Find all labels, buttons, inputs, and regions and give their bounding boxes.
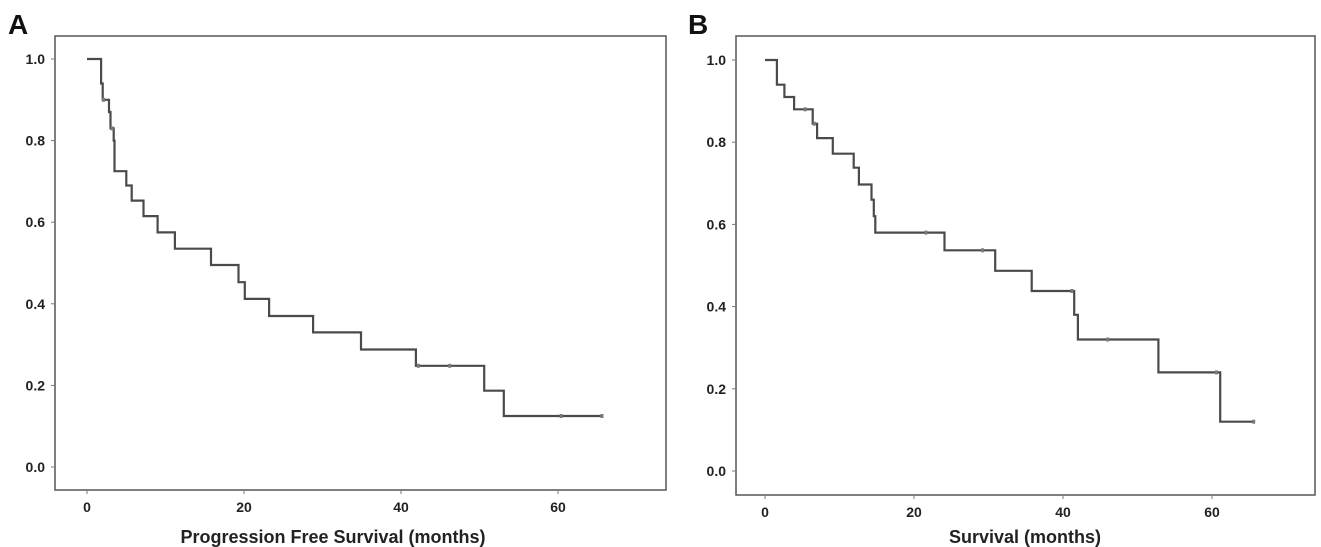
panel-b-survival-curve: [765, 58, 1256, 424]
panel-a-censor-mark: [600, 414, 604, 418]
panel-a-y-tick-label: 0.4: [26, 296, 46, 312]
panel-b-censor-mark: [1215, 370, 1218, 375]
panel-a-km-step-line: [87, 57, 604, 418]
panel-b-censor-mark: [1252, 419, 1256, 424]
panel-a-y-tick-label: 0.2: [26, 377, 46, 393]
panel-b-label: B: [688, 9, 708, 40]
panel-a-x-tick-label: 20: [236, 499, 252, 515]
panel-a-y-tick-label: 0.6: [26, 214, 46, 230]
panel-b-y-tick-label: 0.0: [707, 463, 727, 479]
panel-a-x-tick-label: 0: [83, 499, 91, 515]
panel-a-censor-mark: [448, 363, 452, 368]
panel-b-y-tick-label: 0.2: [707, 381, 727, 397]
panel-a-x-tick-label: 60: [550, 499, 566, 515]
panel-a-plot-frame: [54, 35, 667, 491]
panel-b-censor-mark: [924, 230, 928, 235]
panel-b-x-tick-label: 0: [761, 504, 769, 520]
panel-a-label: A: [8, 9, 28, 40]
panel-b-x-tick-label: 60: [1204, 504, 1220, 520]
panel-a-y-tick-label: 0.8: [26, 133, 46, 149]
panel-a-ticks: 0.0 0.2 0.4 0.6 0.8 1.0 0 20 40 60: [26, 51, 566, 515]
panel-b-censor-mark: [812, 121, 816, 126]
panel-a-x-axis-title: Progression Free Survival (months): [180, 527, 485, 547]
panel-a-y-tick-label: 0.0: [26, 459, 46, 475]
panel-b-y-tick-label: 0.4: [707, 299, 727, 315]
panel-b-y-tick-label: 0.6: [707, 216, 727, 232]
panel-b-ticks: 0.0 0.2 0.4 0.6 0.8 1.0 0 20 40 60: [707, 52, 1220, 520]
panel-a-censor-mark: [110, 126, 114, 131]
panel-b-x-axis-title: Survival (months): [949, 527, 1101, 547]
panel-b-censor-mark: [1106, 337, 1110, 342]
panel-a-y-tick-label: 1.0: [26, 51, 46, 67]
panel-b-censor-mark: [803, 107, 807, 112]
panel-a-censor-mark: [102, 97, 105, 102]
panel-a: A Progression Free Survival (months) 0.0…: [8, 9, 667, 547]
panel-b-y-tick-label: 0.8: [707, 134, 727, 150]
panel-b-x-tick-label: 20: [906, 504, 922, 520]
panel-b-censor-mark: [1070, 289, 1074, 293]
panel-a-censor-mark: [559, 414, 563, 418]
panel-a-censor-mark: [416, 363, 420, 368]
panel-b-plot-frame: [735, 35, 1316, 496]
panel-b-km-step-line: [765, 58, 1254, 423]
panel-b-y-tick-label: 1.0: [707, 52, 727, 68]
panel-a-survival-curve: [87, 57, 604, 418]
panel-b-censor-mark: [981, 248, 984, 253]
panel-b-x-tick-label: 40: [1055, 504, 1071, 520]
panel-b: B Survival (months) 0.0 0.2 0.4 0.6 0.8 1.0 0 2…: [688, 9, 1316, 547]
panel-a-x-tick-label: 40: [393, 499, 409, 515]
